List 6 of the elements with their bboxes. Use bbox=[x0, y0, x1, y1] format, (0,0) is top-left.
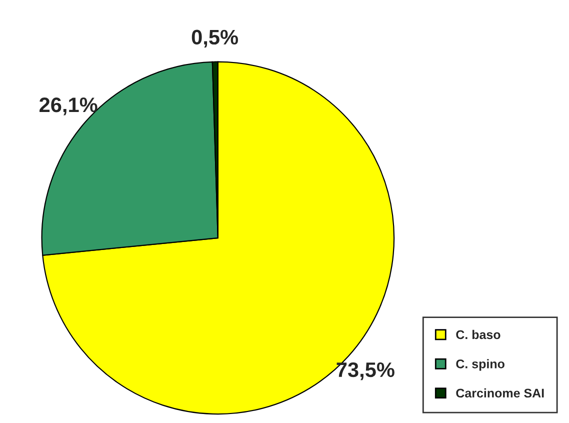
data-label: 0,5% bbox=[192, 30, 238, 48]
legend-label: Carcinome SAI bbox=[456, 388, 544, 398]
data-label: 26,1% bbox=[40, 98, 98, 116]
data-label: 73,5% bbox=[336, 362, 394, 380]
legend-label: C. baso bbox=[456, 330, 500, 340]
legend-label: C. spino bbox=[456, 359, 504, 371]
